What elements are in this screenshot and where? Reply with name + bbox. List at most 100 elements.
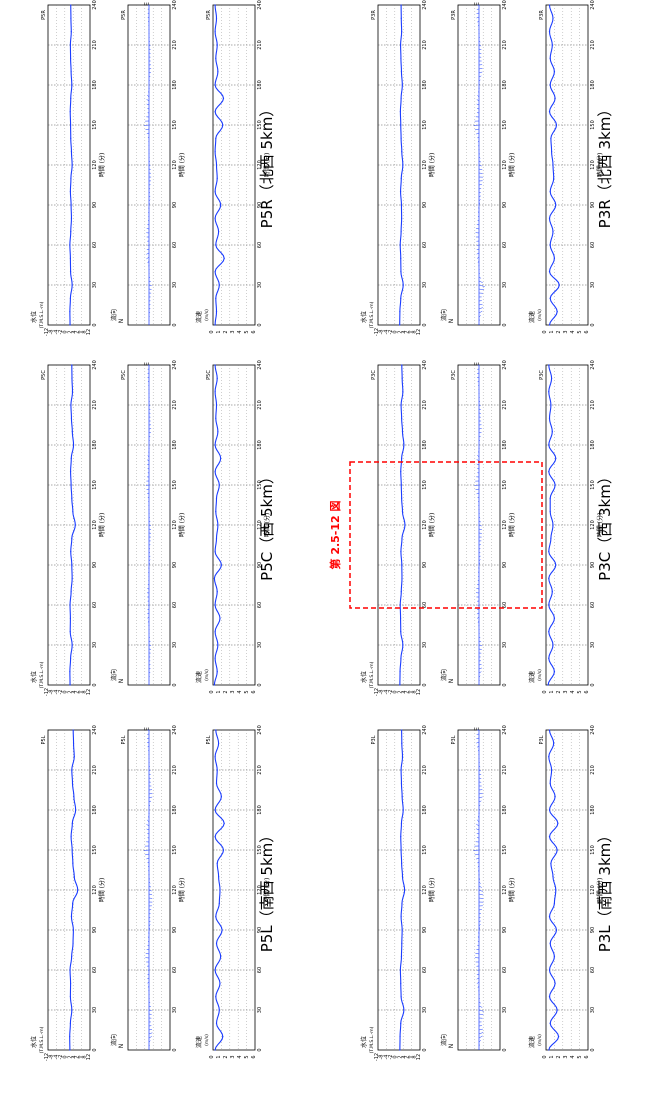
time-tick-label: 30 xyxy=(422,282,428,288)
time-tick-label: 180 xyxy=(590,440,596,450)
vector-stick xyxy=(476,103,480,106)
data-point xyxy=(71,822,73,824)
data-point xyxy=(71,849,73,851)
vector-stick xyxy=(478,408,481,410)
vector-stick xyxy=(477,936,480,939)
value-tick-label: 6 xyxy=(584,330,590,333)
time-tick-label: 60 xyxy=(590,602,596,608)
data-point xyxy=(399,111,401,113)
data-point xyxy=(217,524,219,526)
vector-stick xyxy=(476,588,480,590)
time-tick-label: 120 xyxy=(257,160,263,170)
data-point xyxy=(401,84,403,86)
vector-stick xyxy=(148,1040,151,1043)
data-point xyxy=(400,137,402,139)
data-point xyxy=(552,231,554,233)
time-tick-label: 30 xyxy=(172,642,178,648)
value-tick-label: 8 xyxy=(81,1055,87,1058)
value-unit-label: (T.M.S.L.-m) xyxy=(369,301,375,328)
time-tick-label: 150 xyxy=(502,480,508,490)
time-tick-label: 240 xyxy=(172,360,178,370)
panel-point-tag: P5C xyxy=(206,370,212,380)
vector-stick xyxy=(148,877,150,880)
vector-stick xyxy=(147,981,150,984)
data-point xyxy=(556,1009,558,1011)
data-point xyxy=(400,1022,402,1024)
data-point xyxy=(221,929,223,931)
value-tick-label: 1 xyxy=(549,1055,555,1058)
time-tick-label: 30 xyxy=(92,642,98,648)
data-point xyxy=(400,471,402,473)
vector-stick xyxy=(147,977,150,980)
time-tick-label: 210 xyxy=(92,40,98,50)
panel-point-tag: P5R xyxy=(121,10,127,20)
time-tick-label: 90 xyxy=(257,202,263,208)
vector-stick xyxy=(148,276,151,278)
data-point xyxy=(399,604,401,606)
data-point xyxy=(401,217,403,219)
data-point xyxy=(548,364,550,366)
panel-p5c-vector: 0 30 60 90 120 150 180 210 240 時間 (分) P5C N E 流向 xyxy=(110,360,186,686)
data-point xyxy=(549,297,551,299)
vector-stick xyxy=(478,428,482,430)
value-tick-label: -2 xyxy=(388,1055,394,1060)
data-point xyxy=(214,364,216,366)
vector-stick xyxy=(146,949,150,951)
data-point xyxy=(552,876,554,878)
vector-stick xyxy=(478,315,481,318)
data-point xyxy=(549,942,551,944)
data-point xyxy=(218,876,220,878)
data-point xyxy=(72,902,74,904)
value-tick-label: 3 xyxy=(230,1055,236,1058)
time-tick-label: 0 xyxy=(422,683,428,686)
value-axis-label: 水位 xyxy=(30,671,38,683)
value-tick-label: 12 xyxy=(86,329,92,335)
value-tick-label: 12 xyxy=(416,329,422,335)
data-point xyxy=(548,111,551,113)
time-tick-label: 0 xyxy=(422,1048,428,1051)
vector-stick xyxy=(477,454,480,458)
data-point xyxy=(70,417,73,419)
data-point xyxy=(553,902,556,904)
time-tick-label: 90 xyxy=(172,202,178,208)
value-tick-label: 5 xyxy=(577,1055,583,1058)
time-tick-label: 180 xyxy=(422,440,428,450)
vector-stick xyxy=(478,310,483,314)
value-tick-label: 0 xyxy=(542,690,548,693)
value-tick-label: 3 xyxy=(230,330,236,333)
data-point xyxy=(222,1036,224,1038)
time-tick-label: 180 xyxy=(92,80,98,90)
vector-stick xyxy=(478,188,482,190)
vector-stick xyxy=(476,492,480,495)
data-point xyxy=(214,271,216,273)
vector-stick xyxy=(477,580,480,582)
group-title-p5l: P5L（南西 5km） xyxy=(258,828,276,953)
vector-stick xyxy=(148,440,150,442)
vector-stick xyxy=(478,528,482,530)
data-point xyxy=(400,849,402,851)
data-point xyxy=(400,257,402,259)
time-tick-label: 90 xyxy=(172,562,178,568)
vector-stick xyxy=(146,252,150,255)
data-point xyxy=(400,177,402,179)
time-tick-label: 210 xyxy=(92,400,98,410)
value-tick-label: -2 xyxy=(58,1055,64,1060)
vector-stick xyxy=(478,435,481,438)
value-unit-label: (T.M.S.L.-m) xyxy=(369,661,375,688)
vector-stick xyxy=(147,985,150,988)
data-point xyxy=(70,151,73,153)
time-tick-label: 120 xyxy=(502,160,508,170)
panel-point-tag: P5C xyxy=(121,370,127,380)
vector-stick xyxy=(478,79,481,82)
data-point xyxy=(71,497,73,499)
time-tick-label: 0 xyxy=(502,1048,508,1051)
value-tick-label: 0 xyxy=(393,1055,399,1058)
value-tick-label: 4 xyxy=(72,690,78,693)
data-point xyxy=(400,591,402,593)
data-point xyxy=(401,729,403,731)
time-tick-label: 30 xyxy=(172,1007,178,1013)
vector-stick xyxy=(477,136,480,139)
vector-stick xyxy=(146,132,150,135)
